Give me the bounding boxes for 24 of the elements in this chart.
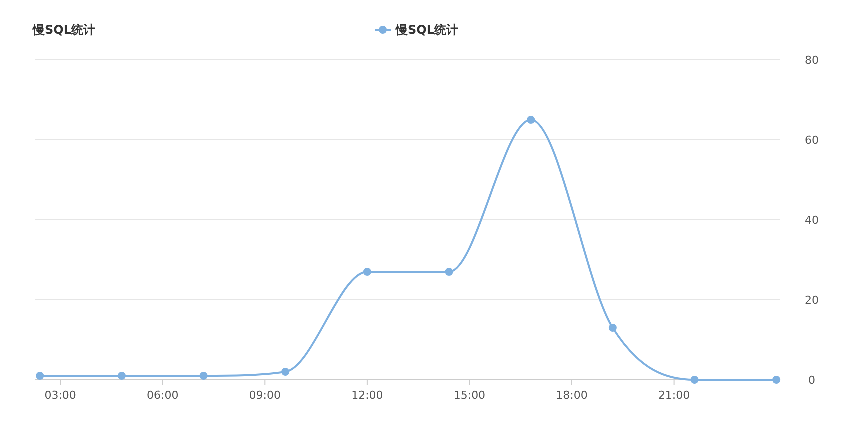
y-tick-label: 60 — [805, 134, 819, 147]
point — [690, 376, 699, 384]
x-tick-label: 15:00 — [454, 389, 486, 402]
point — [772, 376, 781, 384]
x-tick-label: 06:00 — [147, 389, 179, 402]
point — [445, 268, 454, 276]
y-tick-label: 20 — [805, 294, 819, 307]
y-tick-label: 40 — [805, 214, 819, 227]
point — [527, 116, 536, 124]
x-tick-label: 21:00 — [658, 389, 690, 402]
x-tick-label: 18:00 — [556, 389, 588, 402]
y-tick-label: 0 — [808, 374, 816, 387]
x-tick-label: 12:00 — [352, 389, 384, 402]
chart-title: 慢SQL统计 — [32, 23, 96, 37]
point — [363, 268, 372, 276]
point — [282, 368, 290, 376]
legend-label: 慢SQL统计 — [395, 23, 458, 37]
point — [118, 372, 126, 380]
x-tick-label: 03:00 — [44, 389, 76, 402]
x-tick-label: 09:00 — [249, 389, 281, 402]
point — [36, 372, 44, 380]
y-tick-label: 80 — [805, 54, 819, 67]
point — [200, 372, 208, 380]
point — [608, 324, 617, 332]
